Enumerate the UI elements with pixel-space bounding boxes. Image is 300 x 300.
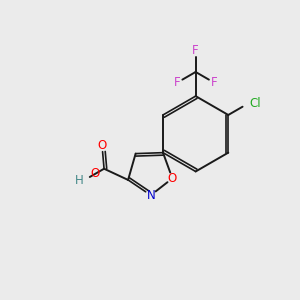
Text: H: H: [75, 174, 84, 187]
Text: N: N: [146, 189, 155, 202]
Text: Cl: Cl: [250, 97, 261, 110]
Text: O: O: [98, 139, 107, 152]
Text: O: O: [91, 167, 100, 180]
Text: F: F: [174, 76, 181, 89]
Text: O: O: [168, 172, 177, 185]
Text: F: F: [211, 76, 217, 89]
Text: F: F: [192, 44, 199, 57]
